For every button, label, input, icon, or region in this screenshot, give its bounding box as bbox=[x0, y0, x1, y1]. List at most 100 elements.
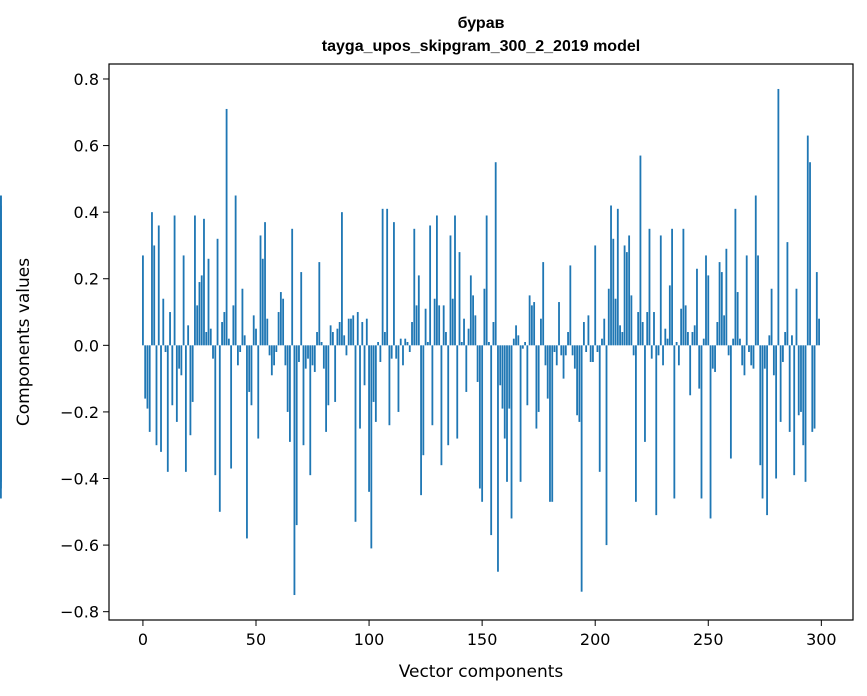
bar-152 bbox=[485, 215, 488, 346]
bar-176 bbox=[540, 318, 542, 346]
bar-211 bbox=[619, 325, 621, 346]
bar-50 bbox=[255, 328, 257, 346]
bar-76 bbox=[313, 345, 316, 372]
bar-246 bbox=[698, 345, 701, 389]
bar-254 bbox=[716, 322, 719, 346]
bar-233 bbox=[668, 285, 671, 346]
bar-297 bbox=[813, 345, 816, 429]
bar-107 bbox=[383, 332, 386, 346]
bar-61 bbox=[279, 292, 282, 346]
bar-41 bbox=[234, 195, 237, 346]
bar-68 bbox=[295, 345, 298, 526]
bar-59 bbox=[275, 345, 278, 352]
bar-2 bbox=[146, 345, 149, 409]
bar-245 bbox=[696, 268, 698, 346]
bar-46 bbox=[246, 345, 248, 539]
bar-278 bbox=[770, 288, 773, 346]
bar-30 bbox=[209, 328, 212, 346]
bar-126 bbox=[426, 342, 429, 346]
bar-195 bbox=[582, 322, 585, 346]
y-tick-label: 0.8 bbox=[74, 70, 99, 89]
bar-267 bbox=[745, 255, 748, 346]
bar-149 bbox=[478, 345, 481, 489]
bar-274 bbox=[761, 345, 764, 499]
bar-127 bbox=[429, 225, 432, 346]
y-tick-label: 0.2 bbox=[74, 270, 99, 289]
bar-122 bbox=[417, 275, 420, 346]
bar-14 bbox=[173, 215, 176, 346]
bar-99 bbox=[365, 318, 368, 346]
bar-112 bbox=[395, 345, 398, 359]
bar-95 bbox=[356, 312, 359, 346]
bar-73 bbox=[307, 345, 309, 359]
bar-144 bbox=[467, 328, 470, 346]
bar-187 bbox=[564, 345, 567, 356]
bar-156 bbox=[494, 162, 497, 346]
bar-16 bbox=[178, 345, 181, 369]
bar-275 bbox=[763, 345, 766, 369]
y-tick-label: −0.8 bbox=[60, 603, 99, 622]
bar-299 bbox=[818, 318, 820, 346]
bar-283 bbox=[781, 345, 784, 362]
bar-97 bbox=[361, 322, 364, 346]
bar-21 bbox=[189, 345, 192, 436]
bar-82 bbox=[327, 345, 330, 406]
bar-148 bbox=[476, 345, 479, 382]
bar-184 bbox=[558, 302, 560, 346]
y-tick-label: 0.0 bbox=[74, 336, 99, 355]
bar-17 bbox=[180, 345, 183, 376]
bar-44 bbox=[241, 288, 244, 346]
bar-66 bbox=[291, 228, 294, 346]
bar-115 bbox=[402, 345, 404, 366]
bar-178 bbox=[544, 345, 547, 366]
bar-92 bbox=[350, 318, 352, 346]
bar-258 bbox=[725, 248, 728, 346]
bar-230 bbox=[662, 345, 664, 366]
bar-228 bbox=[657, 345, 660, 356]
bar-173 bbox=[533, 302, 536, 346]
bar-166 bbox=[517, 335, 520, 346]
bar-48 bbox=[250, 345, 253, 406]
bar-120 bbox=[413, 228, 416, 346]
bar-12 bbox=[169, 312, 171, 346]
bar-165 bbox=[515, 325, 517, 346]
x-tick-label: 100 bbox=[354, 630, 385, 649]
bar-262 bbox=[734, 208, 737, 346]
bar-undefined bbox=[0, 345, 2, 412]
bar-248 bbox=[702, 338, 705, 346]
y-tick-label: −0.6 bbox=[60, 536, 99, 555]
bar-87 bbox=[338, 322, 341, 346]
bar-217 bbox=[632, 345, 635, 356]
bar-240 bbox=[684, 305, 687, 346]
bar-234 bbox=[671, 228, 673, 346]
bar-204 bbox=[603, 318, 606, 346]
bar-257 bbox=[723, 315, 726, 346]
bar-27 bbox=[203, 218, 205, 346]
x-tick-label: 150 bbox=[467, 630, 498, 649]
bar-33 bbox=[216, 238, 219, 346]
bar-180 bbox=[549, 345, 551, 502]
bar-264 bbox=[739, 338, 741, 346]
bar-222 bbox=[644, 345, 646, 442]
y-axis-ticks: −0.8 −0.6 −0.4 −0.2 0.0 0.2 0.4 0.6 0.8 bbox=[60, 70, 109, 622]
bar-29 bbox=[207, 258, 210, 346]
bar-188 bbox=[567, 332, 569, 346]
bar-135 bbox=[447, 345, 450, 446]
bar-128 bbox=[431, 345, 434, 426]
bar-60 bbox=[277, 312, 280, 346]
y-axis-label: Components values bbox=[14, 258, 34, 426]
bar-198 bbox=[589, 345, 592, 362]
bar-193 bbox=[578, 345, 581, 422]
bar-138 bbox=[454, 215, 456, 346]
bar-136 bbox=[449, 235, 452, 346]
bar-142 bbox=[463, 318, 465, 346]
bar-undefined bbox=[0, 195, 2, 346]
bar-28 bbox=[205, 332, 208, 346]
bar-45 bbox=[243, 335, 246, 346]
x-tick-label: 0 bbox=[138, 630, 148, 649]
x-tick-label: 50 bbox=[246, 630, 266, 649]
bar-219 bbox=[637, 312, 640, 346]
bar-281 bbox=[777, 88, 780, 346]
bar-214 bbox=[625, 252, 628, 346]
x-tick-label: 300 bbox=[806, 630, 837, 649]
